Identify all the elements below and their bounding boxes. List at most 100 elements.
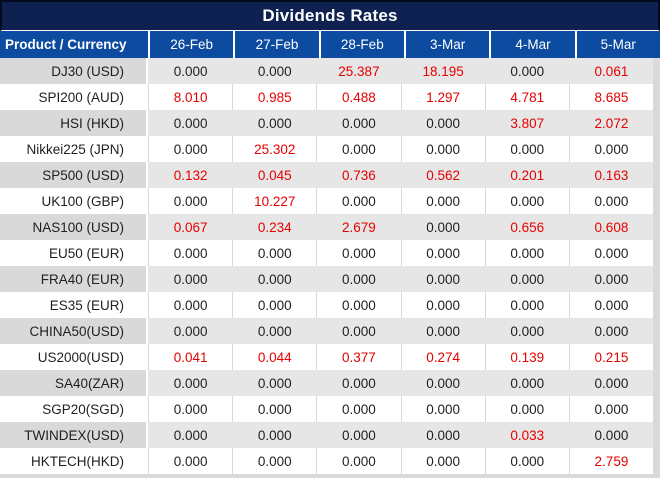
value-cell: 25.387 [316,58,401,84]
value-cell: 0.000 [316,188,401,214]
value-cell: 0.044 [232,344,317,370]
value-cell: 0.234 [232,214,317,240]
value-cell: 0.000 [400,266,485,292]
product-cell: NAS100 (USD) [0,214,148,240]
value-cell: 0.000 [568,240,654,266]
product-cell: CHINA50(USD) [0,318,148,344]
product-cell: SA40(ZAR) [0,370,148,396]
value-cell: 10.227 [232,188,317,214]
value-cell: 0.000 [148,58,233,84]
table-row: US2000(USD) 0.041 0.044 0.377 0.274 0.139 0.21… [0,344,654,370]
value-cell: 0.000 [232,292,317,318]
table-row: NAS100 (USD) 0.067 0.234 2.679 0.000 0.656 0.6… [0,214,654,240]
value-cell: 0.000 [148,292,233,318]
value-cell: 0.000 [568,266,654,292]
value-cell: 0.000 [484,292,569,318]
value-cell: 3.807 [484,110,569,136]
value-cell: 0.000 [484,240,569,266]
value-cell: 0.215 [568,344,654,370]
table-row: SPI200 (AUD) 8.010 0.985 0.488 1.297 4.781 8.6… [0,84,654,110]
table-row: ES35 (EUR) 0.000 0.000 0.000 0.000 0.000 0.000 [0,292,654,318]
header-cell-date: 4-Mar [489,31,574,58]
value-cell: 0.000 [232,396,317,422]
value-cell: 4.781 [484,84,569,110]
title-bar: Dividends Rates [0,0,660,31]
value-cell: 0.000 [400,396,485,422]
value-cell: 0.000 [148,266,233,292]
value-cell: 0.000 [148,110,233,136]
value-cell: 0.033 [484,422,569,448]
header-cell-product-currency: Product / Currency [5,37,127,52]
value-cell: 0.000 [400,214,485,240]
value-cell: 0.067 [148,214,233,240]
value-cell: 0.132 [148,162,233,188]
value-cell: 0.000 [316,292,401,318]
value-cell: 0.000 [148,136,233,162]
value-cell: 0.000 [316,136,401,162]
product-cell: TWINDEX(USD) [0,422,148,448]
value-cell: 0.000 [568,422,654,448]
value-cell: 0.000 [148,448,233,474]
product-cell: SPI200 (AUD) [0,84,148,110]
product-cell: US2000(USD) [0,344,148,370]
table-row: SP500 (USD) 0.132 0.045 0.736 0.562 0.201 0.16… [0,162,654,188]
product-cell: SGP20(SGD) [0,396,148,422]
value-cell: 0.000 [484,136,569,162]
value-cell: 0.000 [400,136,485,162]
value-cell: 0.000 [316,396,401,422]
value-cell: 0.000 [316,448,401,474]
table-row: SGP20(SGD) 0.000 0.000 0.000 0.000 0.000 0.000 [0,396,654,422]
product-cell: EU50 (EUR) [0,240,148,266]
value-cell: 0.000 [316,266,401,292]
value-cell: 0.000 [484,266,569,292]
value-cell: 8.010 [148,84,233,110]
table-row: HSI (HKD) 0.000 0.000 0.000 0.000 3.807 2.072 [0,110,654,136]
header-cell-date: 28-Feb [318,31,404,58]
value-cell: 0.000 [148,188,233,214]
value-cell: 0.000 [232,58,317,84]
value-cell: 2.679 [316,214,401,240]
value-cell: 0.000 [484,188,569,214]
table-row: EU50 (EUR) 0.000 0.000 0.000 0.000 0.000 0.000 [0,240,654,266]
table-body: DJ30 (USD) 0.000 0.000 25.387 18.195 0.000 0.0… [0,58,654,474]
value-cell: 0.488 [316,84,401,110]
value-cell: 0.000 [568,136,654,162]
value-cell: 0.656 [484,214,569,240]
value-cell: 0.000 [484,448,569,474]
product-cell: DJ30 (USD) [0,58,148,84]
table-row: Nikkei225 (JPN) 0.000 25.302 0.000 0.000 0.00… [0,136,654,162]
value-cell: 0.000 [568,292,654,318]
value-cell: 1.297 [400,84,485,110]
value-cell: 0.000 [232,266,317,292]
value-cell: 0.000 [400,292,485,318]
value-cell: 0.985 [232,84,317,110]
header-cell-date: 26-Feb [148,31,233,58]
value-cell: 2.072 [568,110,654,136]
value-cell: 0.000 [148,396,233,422]
page-title: Dividends Rates [262,6,398,25]
value-cell: 0.377 [316,344,401,370]
value-cell: 0.608 [568,214,654,240]
value-cell: 0.041 [148,344,233,370]
table-row: SA40(ZAR) 0.000 0.000 0.000 0.000 0.000 0.000 [0,370,654,396]
value-cell: 0.000 [316,422,401,448]
value-cell: 0.736 [316,162,401,188]
header-cell-date: 27-Feb [233,31,318,58]
product-cell: SP500 (USD) [0,162,148,188]
value-cell: 0.201 [484,162,569,188]
value-cell: 0.274 [400,344,485,370]
value-cell: 0.000 [400,110,485,136]
value-cell: 0.000 [568,370,654,396]
value-cell: 0.000 [400,448,485,474]
value-cell: 0.000 [148,370,233,396]
value-cell: 0.000 [232,318,317,344]
product-cell: HSI (HKD) [0,110,148,136]
value-cell: 0.000 [400,370,485,396]
product-cell: HKTECH(HKD) [0,448,148,474]
table-row: UK100 (GBP) 0.000 10.227 0.000 0.000 0.000 0.0… [0,188,654,214]
value-cell: 0.139 [484,344,569,370]
header-cell-date: 3-Mar [403,31,489,58]
header-cell-date: 5-Mar [574,31,660,58]
value-cell: 0.000 [316,240,401,266]
value-cell: 0.000 [568,188,654,214]
